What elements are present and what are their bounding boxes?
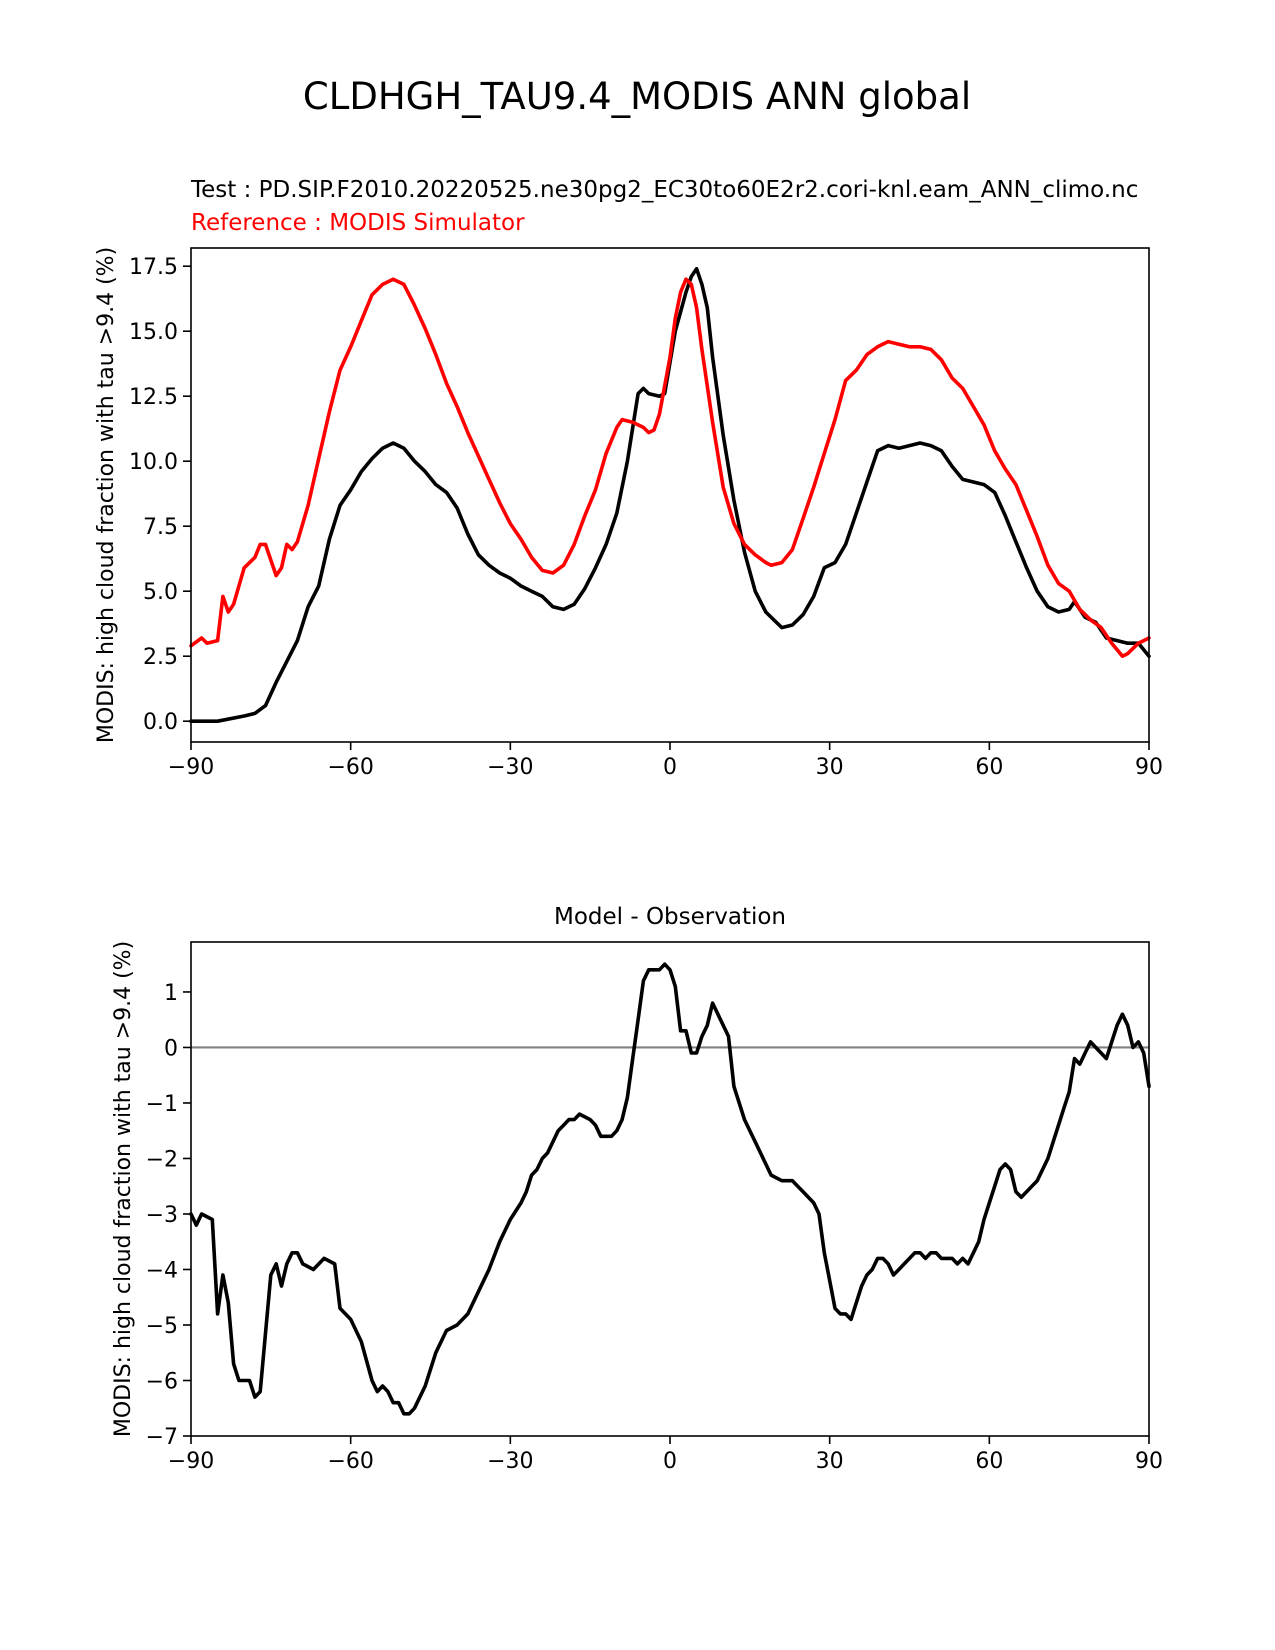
x-tick-label: 0 — [663, 1449, 677, 1474]
x-tick-label: 60 — [975, 1449, 1003, 1474]
y-tick-label: 17.5 — [129, 255, 178, 280]
y-tick-label: 5.0 — [143, 580, 178, 605]
x-tick-label: −90 — [168, 755, 214, 780]
series-line-reference — [189, 277, 1151, 658]
y-tick-label: 0 — [164, 1036, 178, 1061]
y-tick-label: 2.5 — [143, 645, 178, 670]
x-tick-label: −30 — [487, 755, 533, 780]
y-tick-label: 15.0 — [129, 320, 178, 345]
y-tick-label: 1 — [164, 981, 178, 1006]
y-tick-label: 0.0 — [143, 710, 178, 735]
panel-test-vs-reference: Test : PD.SIP.F2010.20220525.ne30pg2_EC3… — [94, 177, 1163, 780]
x-tick-label: 60 — [975, 755, 1003, 780]
reference-label: Reference : MODIS Simulator — [191, 210, 525, 236]
y-axis-label: MODIS: high cloud fraction with tau >9.4… — [111, 941, 136, 1437]
x-tick-label: −60 — [327, 1449, 373, 1474]
y-tick-label: −4 — [146, 1258, 178, 1283]
x-tick-label: 0 — [663, 755, 677, 780]
x-tick-label: −60 — [327, 755, 373, 780]
panel-model-minus-observation: Model - Observation −90 −60 −30 0 30 60 90−7−6… — [111, 904, 1163, 1474]
difference-title: Model - Observation — [554, 904, 786, 930]
x-tick-label: 30 — [816, 755, 844, 780]
y-tick-label: −7 — [146, 1425, 178, 1450]
series-line-difference — [189, 962, 1151, 1416]
x-tick-label: 30 — [816, 1449, 844, 1474]
y-tick-label: 7.5 — [143, 515, 178, 540]
y-tick-label: −6 — [146, 1369, 178, 1394]
x-tick-label: −90 — [168, 1449, 214, 1474]
test-label: Test : PD.SIP.F2010.20220525.ne30pg2_EC3… — [190, 177, 1138, 203]
y-tick-label: −5 — [146, 1314, 178, 1339]
x-tick-label: 90 — [1135, 755, 1163, 780]
figure-suptitle: CLDHGH_TAU9.4_MODIS ANN global — [303, 75, 971, 118]
y-tick-label: 10.0 — [129, 450, 178, 475]
series-line-test — [189, 267, 1151, 723]
y-tick-label: −3 — [146, 1203, 178, 1228]
y-tick-label: 12.5 — [129, 385, 178, 410]
y-axis-label: MODIS: high cloud fraction with tau >9.4… — [94, 247, 119, 743]
x-tick-label: −30 — [487, 1449, 533, 1474]
y-tick-label: −2 — [146, 1147, 178, 1172]
y-tick-label: −1 — [146, 1092, 178, 1117]
x-tick-label: 90 — [1135, 1449, 1163, 1474]
